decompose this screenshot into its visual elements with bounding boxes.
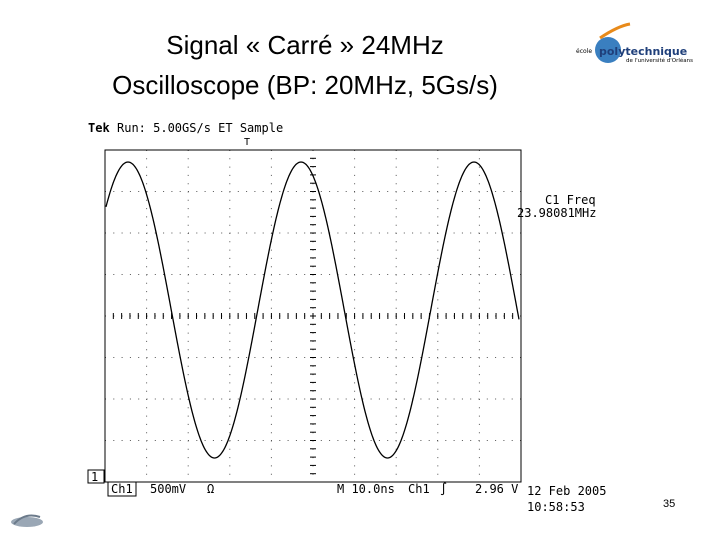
screen-border: [104, 149, 522, 483]
volts-div: 500mV: [150, 482, 186, 496]
title-line: Signal « Carré » 24MHz: [166, 30, 444, 60]
graticule: [104, 149, 522, 482]
header-brand: Tek: [88, 121, 110, 135]
logo-swoosh: [599, 22, 631, 40]
page-number: 35: [663, 498, 675, 510]
logo-prefix: école: [576, 48, 592, 55]
header: Run: 5.00GS/s ET Sample: [117, 121, 283, 135]
title-line: Oscilloscope (BP: 20MHz, 5Gs/s): [112, 70, 498, 100]
trigger-slope: ∫: [440, 482, 447, 496]
date: 12 Feb 2005: [527, 484, 606, 498]
measure-value: 23.98081MHz: [517, 206, 596, 220]
logo-subtitle: de l'université d'Orléans: [626, 57, 693, 64]
footer-logo: [11, 514, 43, 527]
trigger-source: Ch1: [408, 482, 430, 496]
trigger-marker: T: [244, 137, 250, 148]
channel-marker: 1: [91, 470, 98, 484]
time: 10:58:53: [527, 500, 585, 514]
channel-box: [107, 481, 137, 497]
channel-marker-box: [87, 469, 105, 484]
channel: Ch1: [111, 482, 133, 496]
waveform-trace: [105, 161, 520, 459]
logo-globe: [595, 37, 621, 63]
measure-label: C1 Freq: [545, 193, 596, 207]
logo-name: polytechnique: [599, 45, 687, 58]
timebase: M 10.0ns: [337, 482, 395, 496]
trigger-level: 2.96 V: [475, 482, 518, 496]
coupling: Ω: [207, 482, 214, 496]
logo: école polytechnique de l'université d'Or…: [576, 22, 693, 64]
